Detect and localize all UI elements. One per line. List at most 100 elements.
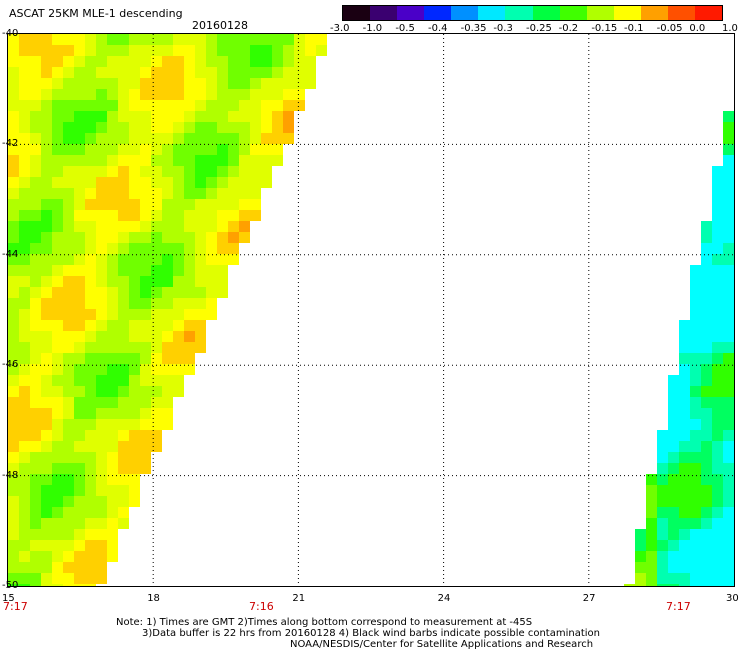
wind-cell — [41, 364, 52, 375]
wind-cell — [701, 265, 712, 276]
wind-cell — [239, 67, 250, 78]
wind-cell — [41, 474, 52, 485]
wind-cell — [239, 100, 250, 111]
wind-cell — [250, 188, 261, 199]
wind-cell — [151, 309, 162, 320]
wind-cell — [96, 551, 107, 562]
wind-cell — [41, 287, 52, 298]
wind-cell — [85, 89, 96, 100]
wind-cell — [41, 375, 52, 386]
wind-cell — [723, 265, 734, 276]
wind-cell — [140, 177, 151, 188]
wind-cell — [19, 309, 30, 320]
wind-cell — [129, 221, 140, 232]
wind-cell — [118, 397, 129, 408]
wind-cell — [63, 430, 74, 441]
colorbar-swatch — [424, 6, 452, 20]
wind-cell — [85, 551, 96, 562]
wind-cell — [63, 540, 74, 551]
wind-cell — [228, 34, 239, 45]
wind-cell — [173, 133, 184, 144]
wind-cell — [129, 144, 140, 155]
wind-cell — [701, 518, 712, 529]
wind-cell — [30, 78, 41, 89]
wind-cell — [107, 276, 118, 287]
wind-cell — [151, 45, 162, 56]
colorbar-tick-label: 1.0 — [722, 23, 738, 34]
wind-cell — [294, 78, 305, 89]
wind-cell — [305, 78, 316, 89]
wind-cell — [184, 100, 195, 111]
wind-cell — [8, 199, 19, 210]
wind-cell — [8, 122, 19, 133]
wind-cell — [107, 353, 118, 364]
wind-cell — [701, 430, 712, 441]
wind-cell — [74, 100, 85, 111]
wind-cell — [129, 342, 140, 353]
wind-cell — [723, 419, 734, 430]
wind-cell — [151, 144, 162, 155]
wind-cell — [261, 133, 272, 144]
wind-cell — [96, 265, 107, 276]
wind-cell — [723, 287, 734, 298]
wind-cell — [19, 562, 30, 573]
wind-cell — [85, 441, 96, 452]
wind-cell — [151, 122, 162, 133]
wind-cell — [679, 419, 690, 430]
wind-cell — [701, 364, 712, 375]
wind-cell — [19, 331, 30, 342]
wind-cell — [96, 507, 107, 518]
wind-cell — [74, 320, 85, 331]
wind-cell — [184, 265, 195, 276]
wind-cell — [52, 441, 63, 452]
wind-cell — [30, 430, 41, 441]
wind-cell — [646, 562, 657, 573]
wind-cell — [52, 320, 63, 331]
wind-cell — [8, 188, 19, 199]
wind-cell — [52, 507, 63, 518]
wind-cell — [96, 276, 107, 287]
wind-cell — [30, 100, 41, 111]
wind-cell — [74, 573, 85, 584]
wind-cell — [195, 155, 206, 166]
wind-cell — [107, 56, 118, 67]
wind-cell — [30, 562, 41, 573]
wind-cell — [723, 584, 734, 586]
wind-cell — [74, 177, 85, 188]
wind-cell — [41, 463, 52, 474]
wind-cell — [195, 177, 206, 188]
wind-cell — [52, 155, 63, 166]
wind-cell — [140, 155, 151, 166]
wind-cell — [151, 67, 162, 78]
wind-cell — [118, 430, 129, 441]
wind-cell — [140, 166, 151, 177]
wind-cell — [162, 199, 173, 210]
colorbar-tick-label: 0.0 — [689, 23, 706, 34]
wind-cell — [74, 496, 85, 507]
wind-cell — [195, 254, 206, 265]
wind-cell — [723, 177, 734, 188]
wind-cell — [239, 111, 250, 122]
wind-cell — [701, 474, 712, 485]
wind-cell — [250, 133, 261, 144]
wind-cell — [96, 320, 107, 331]
wind-cell — [85, 408, 96, 419]
wind-cell — [118, 298, 129, 309]
wind-cell — [206, 243, 217, 254]
wind-cell — [107, 419, 118, 430]
wind-cell — [195, 100, 206, 111]
wind-cell — [41, 111, 52, 122]
wind-cell — [74, 210, 85, 221]
wind-cell — [217, 122, 228, 133]
wind-cell — [173, 254, 184, 265]
wind-cell — [52, 529, 63, 540]
wind-cell — [118, 276, 129, 287]
wind-cell — [272, 122, 283, 133]
wind-cell — [261, 111, 272, 122]
wind-cell — [690, 430, 701, 441]
wind-cell — [668, 474, 679, 485]
wind-cell — [30, 419, 41, 430]
colorbar-tick-label: -0.5 — [395, 23, 415, 34]
wind-cell — [217, 67, 228, 78]
wind-cell — [52, 485, 63, 496]
